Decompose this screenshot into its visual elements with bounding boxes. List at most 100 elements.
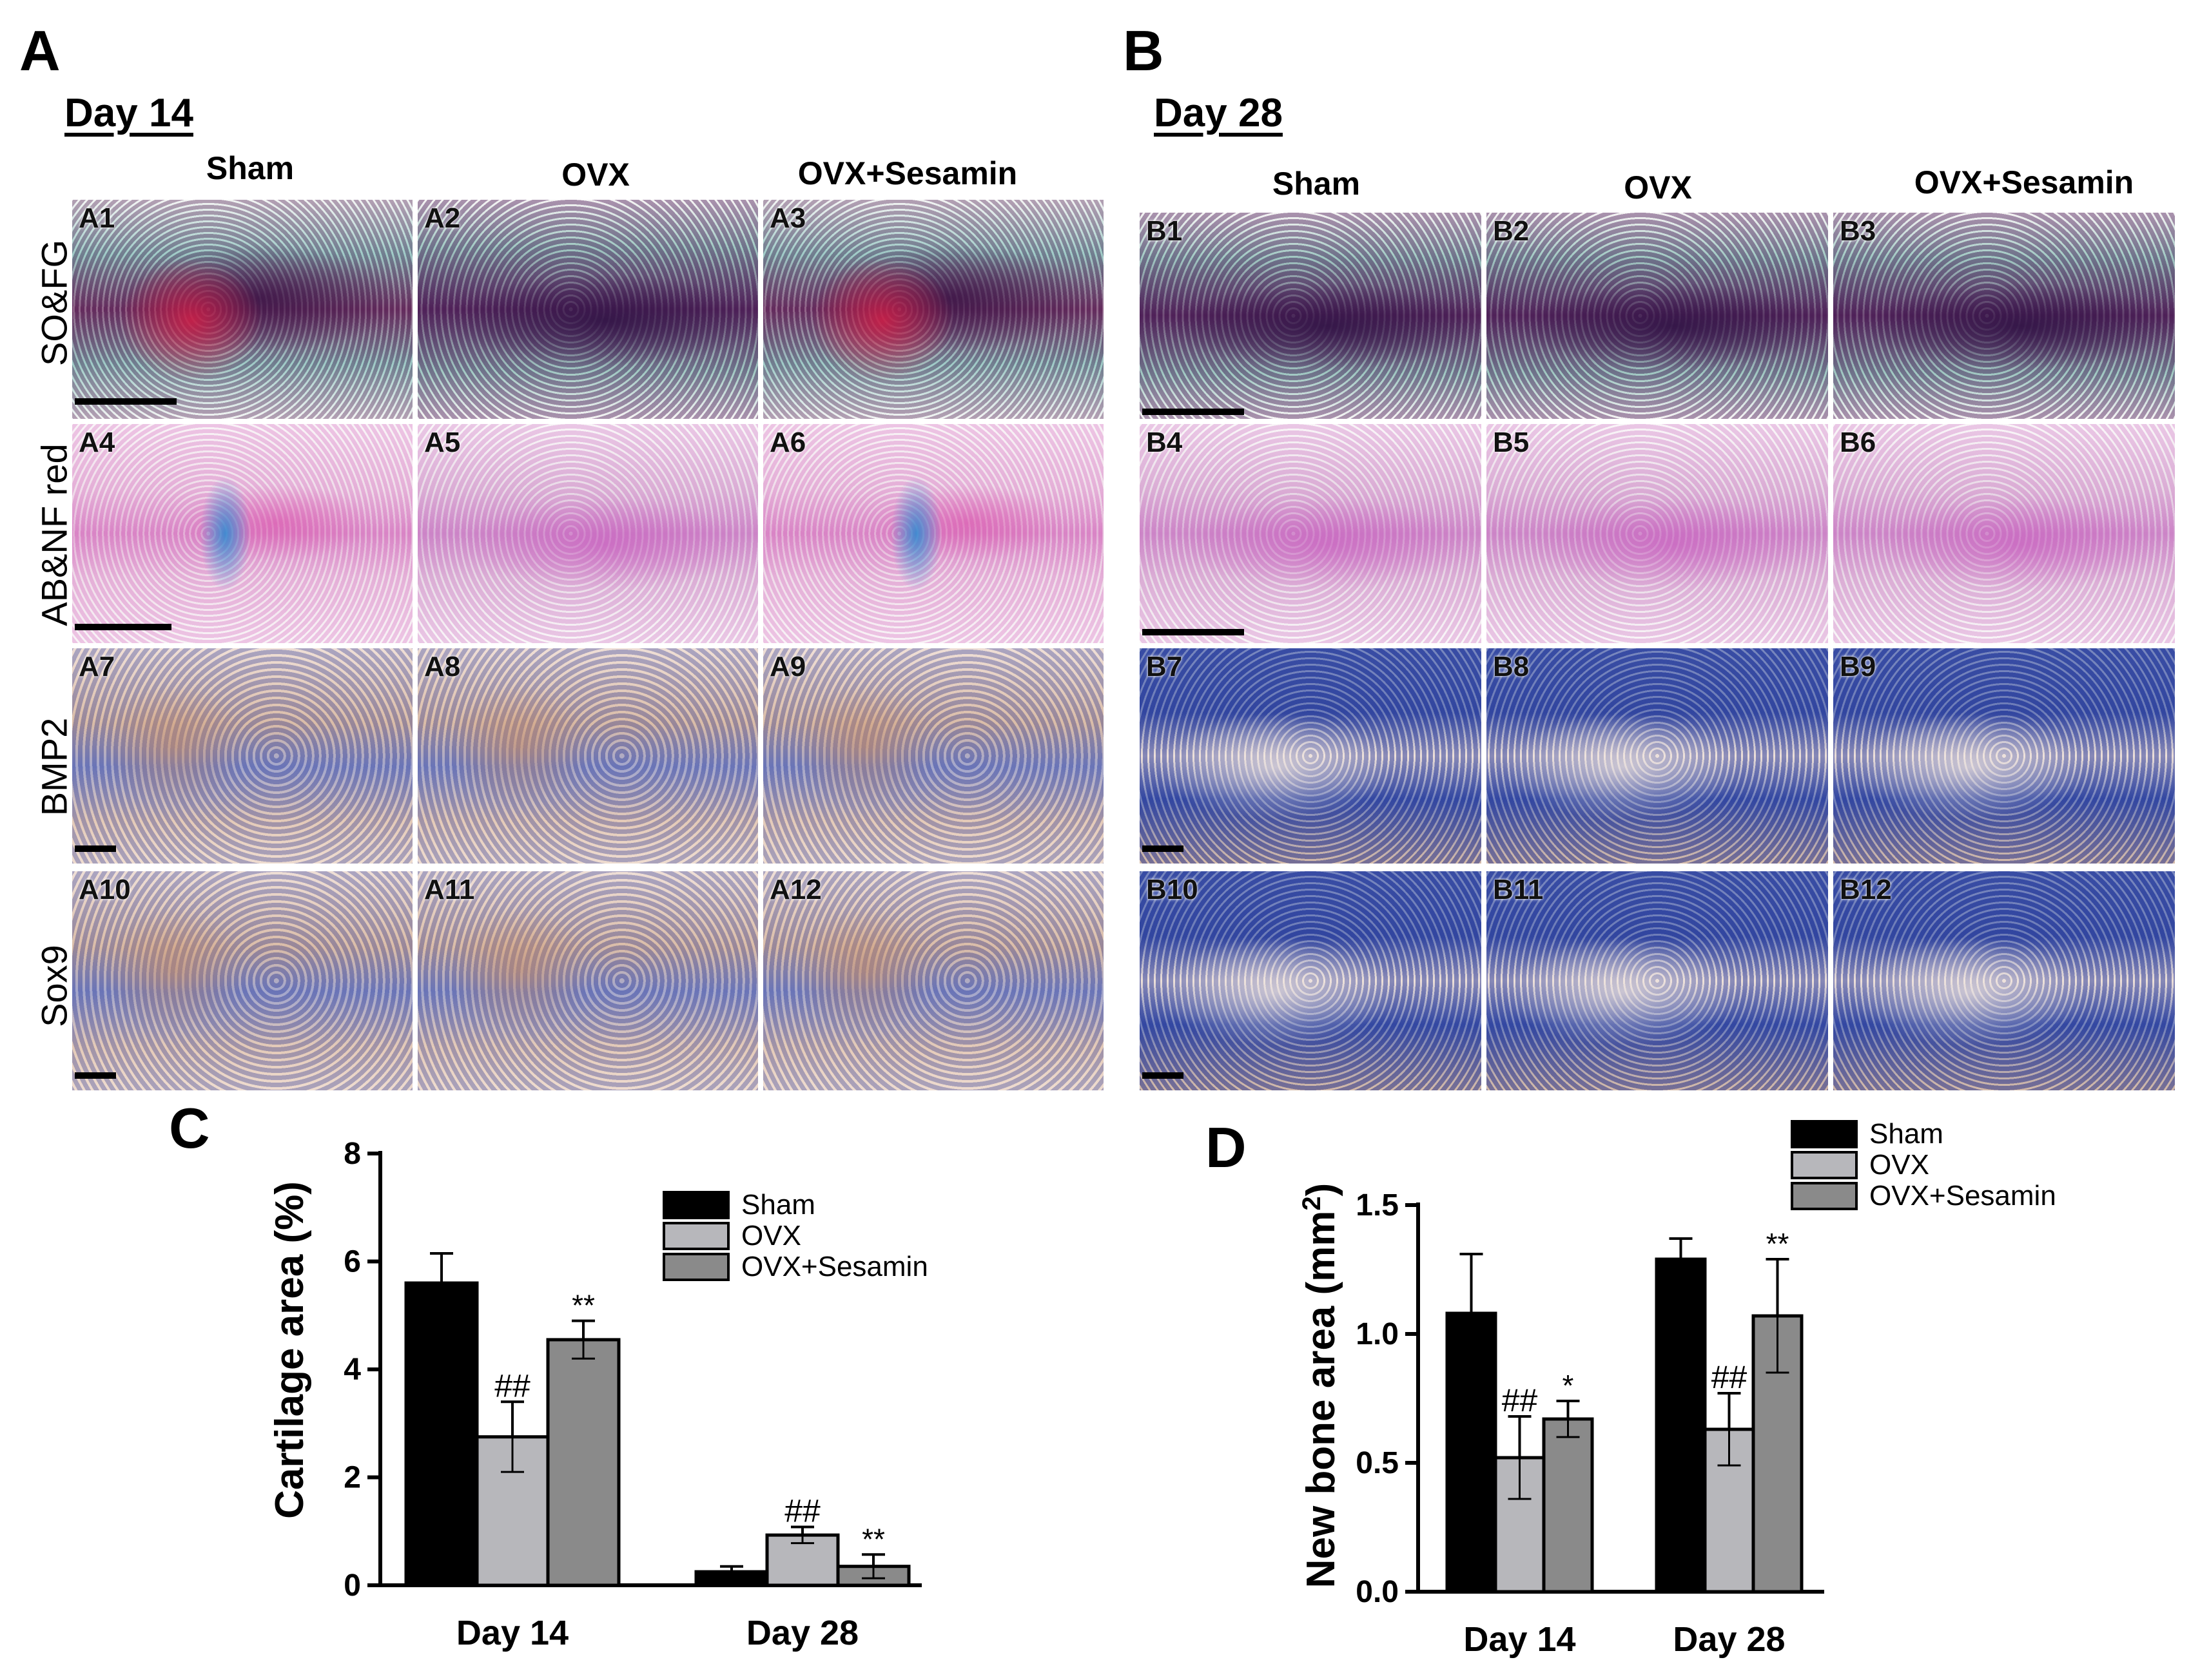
micrograph-a6: A6: [763, 424, 1104, 643]
significance-mark: *: [1562, 1369, 1574, 1402]
scale-bar-b4: [1142, 629, 1244, 635]
image-label-b1: B1: [1146, 215, 1183, 247]
scale-bar-a7: [75, 845, 116, 852]
image-label-b6: B6: [1840, 427, 1876, 458]
image-label-a11: A11: [424, 874, 475, 905]
micrograph-b10: B10: [1140, 871, 1481, 1090]
y-tick-label: 0: [344, 1569, 361, 1603]
col-header-a-ovx-sesamin: OVX+Sesamin: [797, 155, 1018, 191]
micrograph-a10: A10: [72, 871, 413, 1090]
micrograph-b1: B1: [1140, 213, 1481, 419]
micrograph-a9: A9: [763, 648, 1104, 864]
micrograph-a11: A11: [418, 871, 758, 1090]
micrograph-a8: A8: [418, 648, 758, 864]
y-axis-label-superscript: 2: [1298, 1196, 1326, 1210]
micrograph-a5: A5: [418, 424, 758, 643]
significance-mark: ##: [1711, 1359, 1747, 1395]
y-tick-label: 4: [344, 1353, 361, 1387]
legend-label: OVX: [1869, 1149, 1929, 1181]
micrograph-b8: B8: [1486, 648, 1828, 864]
y-tick-label: 0.5: [1356, 1446, 1399, 1480]
legend-swatch: [663, 1222, 730, 1250]
micrograph-a3: A3: [763, 200, 1104, 419]
panel-letter-c: C: [169, 1096, 210, 1160]
col-header-b-ovx: OVX: [1624, 169, 1692, 206]
bar: [404, 1281, 479, 1587]
day-label-b: Day 28: [1154, 91, 1283, 135]
image-label-b8: B8: [1493, 651, 1530, 682]
micrograph-b5: B5: [1486, 424, 1828, 643]
micrograph-b11: B11: [1486, 871, 1828, 1090]
image-label-b4: B4: [1146, 427, 1183, 458]
image-label-a2: A2: [424, 202, 461, 234]
y-tick-label: 8: [344, 1137, 361, 1171]
image-label-b12: B12: [1840, 874, 1892, 905]
day-label-a: Day 14: [64, 91, 193, 135]
legend-swatch: [1791, 1151, 1858, 1179]
image-label-b11: B11: [1493, 874, 1544, 905]
bar: [1655, 1257, 1707, 1594]
micrograph-b4: B4: [1140, 424, 1481, 643]
scale-bar-a1: [75, 398, 177, 405]
significance-mark: ##: [1502, 1382, 1538, 1418]
legend-swatch: [663, 1253, 730, 1281]
legend-label: OVX+Sesamin: [1869, 1180, 2056, 1212]
micrograph-b6: B6: [1833, 424, 2175, 643]
bar: [1542, 1417, 1594, 1594]
image-label-b2: B2: [1493, 215, 1530, 247]
y-tick-label: 1.0: [1356, 1317, 1399, 1351]
image-label-a9: A9: [770, 651, 806, 682]
y-tick-label: 2: [344, 1461, 361, 1495]
scale-bar-b1: [1142, 409, 1244, 415]
x-tick-label: Day 14: [1463, 1620, 1575, 1659]
significance-mark: **: [572, 1289, 595, 1322]
legend-label: Sham: [1869, 1118, 1943, 1150]
chart-c: 0 2 4 6 8 Cartilage area (%) ## ** Day 14 ## ** Day…: [268, 1137, 928, 1652]
micrograph-b2: B2: [1486, 213, 1828, 419]
y-axis-label: New bone area (mm2): [1298, 1183, 1343, 1588]
image-label-b5: B5: [1493, 427, 1530, 458]
image-label-a3: A3: [770, 202, 806, 234]
micrograph-b12: B12: [1833, 871, 2175, 1090]
significance-mark: **: [862, 1522, 885, 1556]
y-tick-label: 0.0: [1356, 1575, 1399, 1609]
image-label-a12: A12: [770, 874, 822, 905]
significance-mark: ##: [494, 1367, 531, 1404]
micrograph-b7: B7: [1140, 648, 1481, 864]
scale-bar-b7: [1142, 845, 1183, 852]
row-label-so-fg: SO&FG: [34, 239, 75, 367]
image-label-a6: A6: [770, 427, 806, 458]
scale-bar-a4: [75, 624, 171, 630]
image-label-b9: B9: [1840, 651, 1876, 682]
chart-d: 0.0 0.5 1.0 1.5 New bone area (mm2) ## * Day 14…: [1298, 1118, 2056, 1659]
image-label-a8: A8: [424, 651, 461, 682]
row-label-bmp2: BMP2: [34, 717, 75, 816]
x-tick-label: Day 14: [456, 1614, 569, 1652]
y-axis-label-close: ): [1299, 1183, 1343, 1197]
micrograph-a7: A7: [72, 648, 413, 864]
col-header-a-ovx: OVX: [561, 157, 630, 193]
panel-letter-a: A: [19, 19, 61, 82]
scale-bar-b10: [1142, 1072, 1183, 1079]
image-label-a4: A4: [79, 427, 115, 458]
image-label-a5: A5: [424, 427, 461, 458]
micrograph-b9: B9: [1833, 648, 2175, 864]
panel-letter-d: D: [1205, 1115, 1247, 1179]
legend-label: Sham: [741, 1189, 815, 1221]
col-header-b-ovx-sesamin: OVX+Sesamin: [1914, 164, 2134, 200]
micrograph-a12: A12: [763, 871, 1104, 1090]
x-tick-label: Day 28: [1673, 1620, 1785, 1659]
panel-letter-b: B: [1123, 19, 1164, 82]
legend-swatch: [1791, 1120, 1858, 1148]
image-label-a7: A7: [79, 651, 115, 682]
bar: [546, 1338, 621, 1587]
col-header-b-sham: Sham: [1272, 166, 1361, 202]
micrograph-a4: A4: [72, 424, 413, 643]
significance-mark: ##: [784, 1493, 821, 1529]
image-label-b7: B7: [1146, 651, 1183, 682]
micrograph-b3: B3: [1833, 213, 2175, 419]
image-label-b3: B3: [1840, 215, 1876, 247]
significance-mark: **: [1766, 1227, 1789, 1260]
legend-label: OVX+Sesamin: [741, 1251, 928, 1282]
